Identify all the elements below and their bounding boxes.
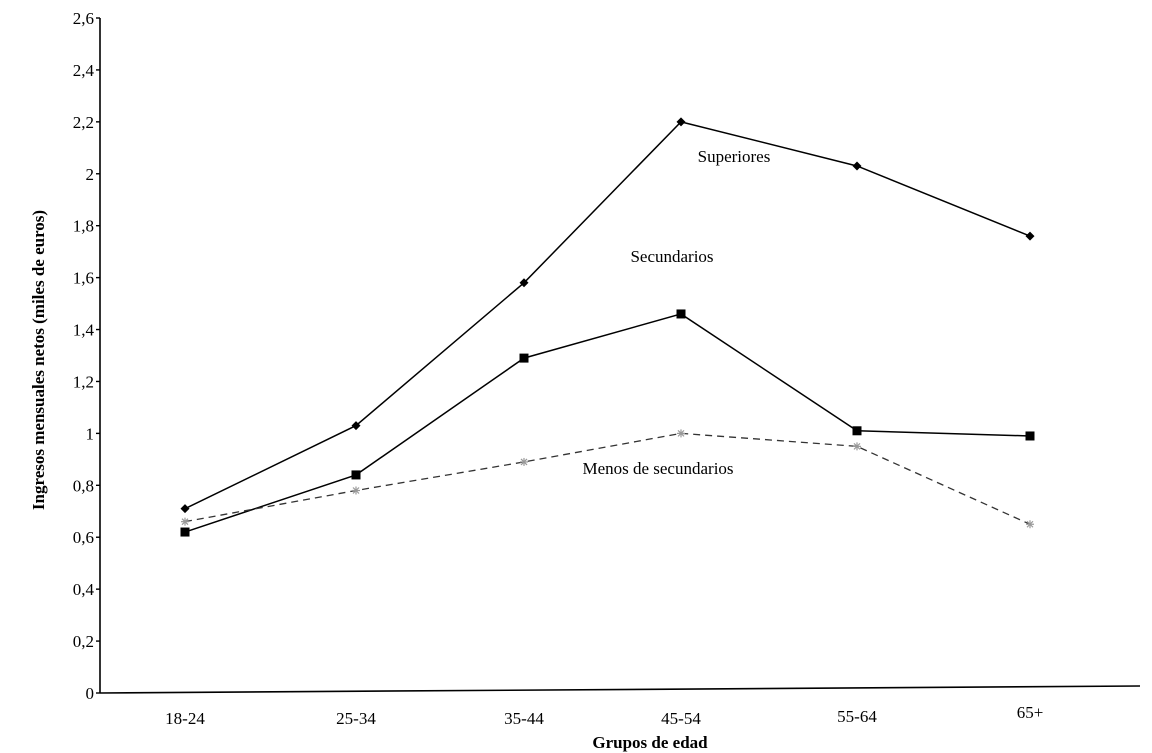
data-point	[1026, 520, 1034, 529]
x-tick-label: 25-34	[336, 709, 376, 728]
y-tick-label: 1,4	[73, 321, 95, 340]
series-group	[180, 117, 1035, 537]
y-axis-title: Ingresos mensuales netos (miles de euros…	[29, 210, 48, 510]
series-line-3	[184, 432, 1031, 525]
data-point	[520, 457, 528, 466]
y-tick-label: 2,4	[73, 61, 95, 80]
y-ticks: 0 0,2 0,4 0,6 0,8 1 1,2 1,4 1,6 1,8 2 2,2 2,4 2,6	[73, 9, 100, 703]
data-point	[180, 527, 190, 537]
data-point	[351, 470, 361, 480]
y-tick-label: 2,2	[73, 113, 94, 132]
data-point	[852, 161, 862, 171]
data-point	[519, 278, 529, 288]
x-tick-label: 18-24	[165, 709, 205, 728]
series-label-3: Menos de secundarios	[582, 459, 733, 478]
data-point	[1025, 431, 1035, 441]
axes	[99, 18, 1141, 694]
y-tick-label: 0	[86, 684, 95, 703]
y-tick-label: 0,4	[73, 580, 95, 599]
data-point	[676, 117, 686, 127]
series-line-2	[184, 313, 1031, 533]
y-tick-label: 2,6	[73, 9, 94, 28]
y-tick-label: 0,2	[73, 632, 94, 651]
y-tick-label: 1,6	[73, 269, 94, 288]
y-tick-label: 0,8	[73, 476, 94, 495]
data-point	[352, 486, 360, 495]
data-point	[351, 421, 361, 431]
x-tick-label: 45-54	[661, 709, 701, 728]
y-tick-label: 1,8	[73, 217, 94, 236]
data-point	[852, 426, 862, 436]
y-tick-label: 0,6	[73, 528, 94, 547]
y-tick-label: 2	[86, 165, 95, 184]
data-point	[519, 353, 529, 363]
data-point	[181, 517, 189, 526]
x-axis-line	[99, 685, 1141, 694]
y-tick-label: 1	[86, 424, 95, 443]
series-line-1	[184, 121, 1031, 510]
x-ticks: 18-24 25-34 35-44 45-54 55-64 65+	[165, 703, 1043, 728]
series-label-2: Secundarios	[630, 247, 713, 266]
series-labels: Superiores Secundarios Menos de secundario…	[582, 147, 770, 478]
x-axis-title: Grupos de edad	[592, 733, 708, 752]
x-tick-label: 65+	[1017, 703, 1044, 722]
x-tick-label: 55-64	[837, 707, 877, 726]
data-point	[1025, 231, 1035, 241]
series-label-1: Superiores	[698, 147, 771, 166]
data-point	[677, 429, 685, 438]
data-point	[180, 504, 190, 514]
x-tick-label: 35-44	[504, 709, 544, 728]
y-tick-label: 1,2	[73, 372, 94, 391]
data-point	[853, 442, 861, 451]
data-point	[676, 309, 686, 319]
